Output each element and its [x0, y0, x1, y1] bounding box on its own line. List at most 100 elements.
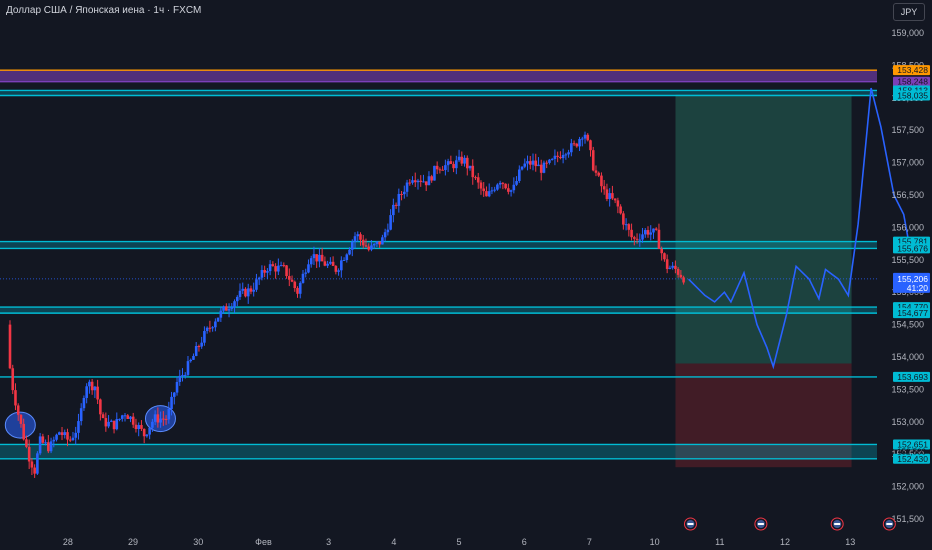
candle-27: [82, 395, 86, 411]
candle-170: [474, 175, 477, 180]
candle-241: [668, 265, 672, 270]
purple-band: [0, 70, 877, 82]
candle-138: [386, 223, 390, 236]
candle-body: [671, 265, 674, 268]
candle-219: [608, 188, 611, 207]
candle-body: [392, 204, 395, 216]
candle-body: [370, 245, 373, 250]
candle-239: [663, 252, 666, 262]
level-label-box-3: [893, 90, 930, 101]
time-tick-label: 11: [715, 537, 724, 547]
candle-body: [348, 249, 351, 255]
price-tick-label: 153,500: [891, 384, 924, 394]
candle-217: [602, 180, 606, 195]
candle-28: [85, 383, 88, 404]
candle-48: [140, 420, 143, 431]
candle-171: [476, 172, 480, 189]
candle-body: [30, 461, 34, 468]
candle-36: [107, 415, 110, 429]
candle-body: [424, 181, 428, 186]
candle-body: [307, 264, 310, 273]
candle-44: [129, 415, 132, 423]
currency-button[interactable]: JPY: [893, 3, 925, 21]
candle-body: [465, 157, 469, 169]
candle-body: [383, 232, 387, 238]
candle-97: [274, 263, 277, 279]
candle-69: [197, 344, 201, 352]
candle-193: [537, 157, 540, 167]
candle-47: [137, 422, 140, 437]
time-tick-label: 4: [391, 537, 396, 547]
candle-body: [507, 188, 510, 192]
candle-body: [85, 386, 88, 398]
candles-layer: [8, 131, 685, 478]
level-label-box-5: [893, 243, 930, 254]
candle-body: [320, 254, 324, 262]
current-price-label: 155,206: [897, 274, 928, 284]
candle-201: [559, 151, 562, 160]
candle-89: [252, 282, 256, 297]
candle-185: [515, 176, 518, 186]
candle-body: [504, 183, 507, 189]
candle-133: [372, 243, 376, 249]
candle-145: [405, 179, 409, 197]
candle-7: [27, 439, 31, 470]
candle-231: [641, 227, 644, 243]
candle-body: [575, 143, 579, 147]
time-tick-label: 12: [780, 537, 790, 547]
time-tick-label: 3: [326, 537, 331, 547]
candle-body: [457, 156, 461, 161]
level-label-5: 155,676: [897, 243, 928, 253]
candle-body: [572, 143, 576, 145]
candle-body: [107, 421, 110, 427]
candle-38: [112, 420, 116, 434]
price-tick-label: 154,000: [891, 352, 924, 362]
candle-11: [38, 432, 42, 456]
level-label-1: 158,248: [897, 77, 928, 87]
candle-body: [591, 150, 595, 171]
candle-body: [189, 359, 193, 362]
candle-body: [518, 169, 521, 182]
candle-body: [192, 355, 195, 360]
candle-4: [19, 414, 23, 428]
candle-body: [274, 266, 277, 272]
candle-body: [77, 421, 80, 433]
candle-187: [520, 166, 524, 171]
candle-body: [476, 177, 480, 183]
candle-body: [142, 428, 146, 437]
time-tick-label: 13: [845, 537, 855, 547]
candle-126: [353, 232, 357, 249]
candle-125: [350, 239, 354, 257]
economic-event-icon: [683, 517, 697, 531]
candle-124: [348, 247, 351, 256]
candle-159: [444, 159, 447, 176]
candle-200: [556, 151, 559, 163]
candle-body: [41, 436, 45, 443]
candle-body: [646, 230, 650, 235]
candle-body: [397, 193, 401, 206]
candle-203: [564, 152, 568, 160]
candle-119: [334, 265, 338, 275]
candle-68: [194, 342, 198, 357]
candle-168: [468, 165, 472, 171]
candle-240: [665, 254, 669, 274]
candle-143: [400, 190, 403, 201]
candle-225: [624, 218, 628, 231]
projection-layer: [688, 87, 911, 370]
candle-10: [36, 451, 39, 475]
candle-body: [137, 425, 140, 429]
candle-198: [550, 157, 554, 161]
candle-body: [66, 432, 69, 440]
candle-167: [465, 155, 469, 176]
candle-body: [71, 437, 75, 441]
candle-body: [561, 154, 565, 159]
candle-114: [320, 247, 324, 262]
candle-162: [452, 161, 455, 173]
candle-211: [586, 133, 590, 142]
candle-body: [539, 164, 543, 173]
candle-154: [430, 174, 433, 183]
candle-158: [441, 165, 444, 171]
candle-body: [235, 296, 239, 302]
chart-title: Доллар США / Японская иена · 1ч · FXCM: [6, 5, 202, 16]
